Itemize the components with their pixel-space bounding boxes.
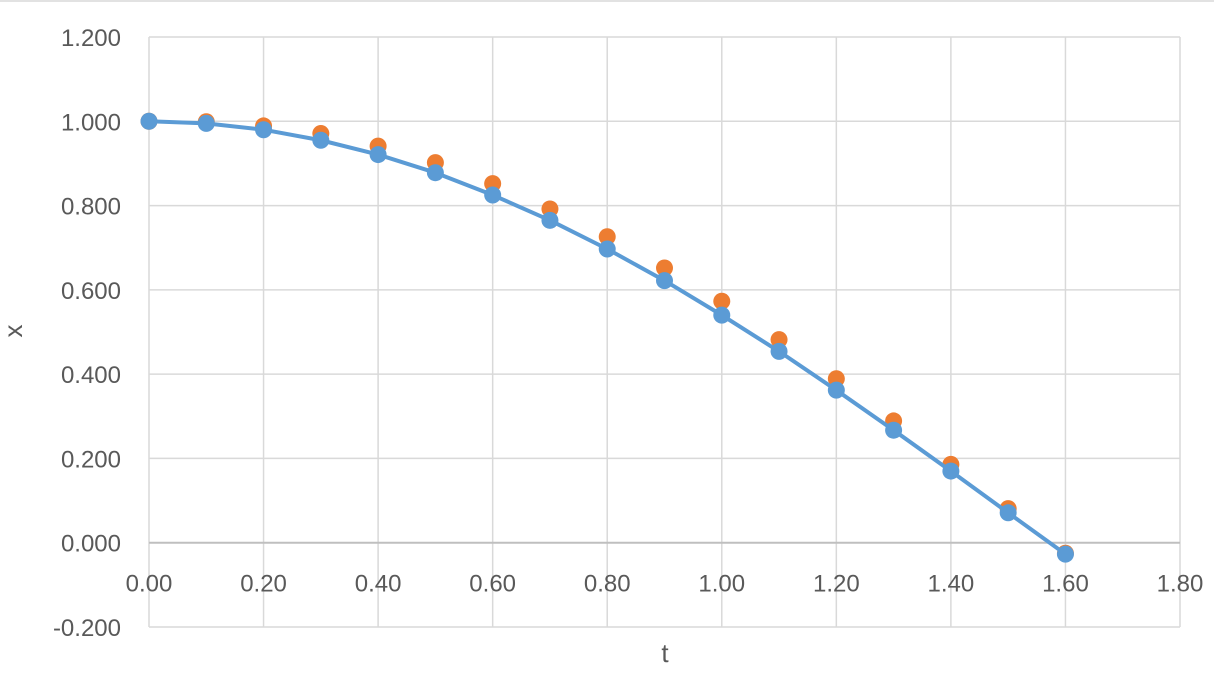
y-axis-title: x: [0, 325, 28, 338]
series-2-point: [484, 186, 502, 204]
series-2-point: [770, 342, 788, 360]
x-tick-label: 1.80: [1157, 571, 1204, 598]
series-2-point: [713, 306, 731, 324]
y-tick-label: 0.600: [61, 278, 121, 305]
series-2-point: [942, 462, 960, 480]
y-tick-label: 1.000: [61, 109, 121, 136]
x-tick-label: 1.60: [1042, 571, 1089, 598]
y-tick-label: 0.000: [61, 531, 121, 558]
series-layer: [140, 112, 1074, 563]
series-2-point: [999, 504, 1017, 522]
x-tick-label: 0.00: [126, 571, 173, 598]
series-2-point: [827, 381, 845, 399]
axis-layer: -0.200 0.000 0.200 0.400 0.600 0.800 1.000 1.20…: [53, 25, 1203, 642]
series-2-point: [197, 114, 215, 132]
series-2-point: [140, 112, 158, 130]
series-1-point: [656, 259, 673, 277]
x-tick-label: 0.40: [355, 571, 402, 598]
series-1-point: [770, 331, 788, 349]
series-2-point: [598, 240, 616, 258]
x-tick-label: 0.20: [240, 571, 287, 598]
series-2-point: [1056, 545, 1074, 563]
y-tick-label: 0.800: [61, 194, 121, 221]
y-tick-label: 0.200: [61, 446, 121, 473]
y-tick-label: -0.200: [53, 615, 121, 642]
series-1-point: [713, 292, 731, 310]
x-tick-label: 1.20: [813, 571, 860, 598]
y-tick-label: 1.200: [61, 25, 121, 52]
series-1-point: [598, 228, 616, 246]
series-2-point: [369, 146, 387, 164]
x-axis-title: t: [661, 638, 669, 668]
x-tick-label: 1.40: [928, 571, 975, 598]
series-2-point: [541, 211, 559, 229]
y-tick-label: 0.400: [61, 362, 121, 389]
series-2-point: [426, 164, 444, 182]
series-2-point: [312, 131, 330, 149]
series-2-point: [656, 272, 673, 290]
top-border: [0, 0, 1214, 2]
series-2-point: [885, 421, 903, 439]
x-tick-label: 1.00: [698, 571, 745, 598]
series-2-point: [255, 121, 273, 139]
grid-layer: [148, 36, 1181, 628]
x-tick-label: 0.60: [469, 571, 516, 598]
series-2: [140, 112, 1074, 563]
x-tick-label: 0.80: [584, 571, 631, 598]
